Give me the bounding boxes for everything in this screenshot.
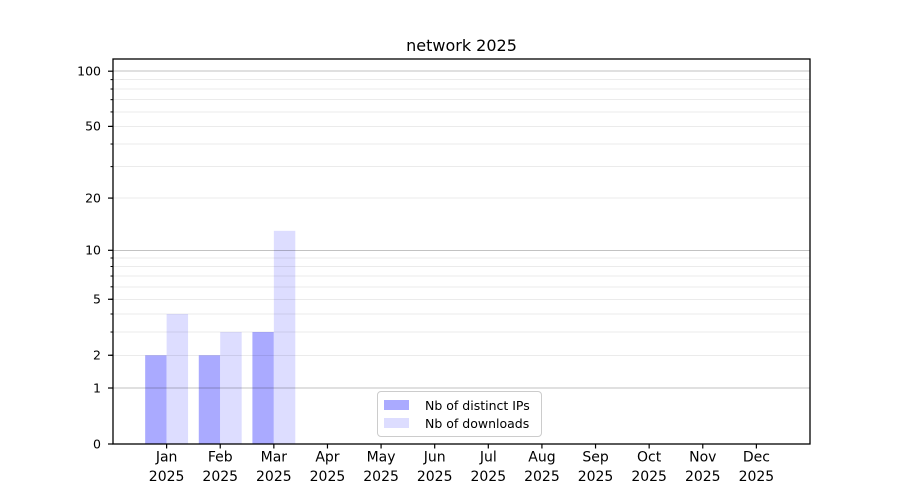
x-tick-label-month: Nov [689,450,716,466]
x-tick-label-month: Aug [528,450,555,466]
chart-title: network 2025 [406,36,517,55]
y-tick-label: 100 [77,63,101,78]
x-tick-label-year: 2025 [310,469,346,485]
bar-ips-feb [198,355,221,444]
x-tick-label-year: 2025 [578,469,614,485]
bar-downloads-feb [220,332,242,444]
legend-label-downloads: Nb of downloads [425,415,530,431]
x-tick-label-year: 2025 [685,469,721,485]
legend-item-downloads: Nb of downloads [378,414,541,432]
legend: Nb of distinct IPs Nb of downloads [377,391,542,437]
x-tick-label-month: Jul [479,450,497,466]
x-tick-label-month: Jun [423,450,446,466]
x-tick-label-month: Apr [315,450,339,466]
plot-border [112,58,811,445]
x-tick-label-month: Sep [582,450,609,466]
x-tick-label-year: 2025 [417,469,453,485]
x-tick-label-month: May [367,450,396,466]
y-tick-label: 2 [93,348,101,363]
x-tick-label-year: 2025 [631,469,667,485]
legend-swatch-distinct-ips-icon [384,400,409,410]
bar-downloads-mar [273,230,296,444]
bar-ips-mar [252,332,274,444]
y-tick-label: 5 [93,292,101,307]
x-tick-label-year: 2025 [149,469,185,485]
x-tick-label-year: 2025 [524,469,560,485]
x-tick-label-year: 2025 [363,469,399,485]
x-tick-label-year: 2025 [470,469,506,485]
legend-swatch-downloads-icon [384,418,409,428]
x-tick-label-year: 2025 [256,469,292,485]
x-tick-label-month: Feb [208,450,233,466]
y-tick-label: 0 [93,436,101,451]
bar-ips-jan [145,355,167,444]
x-tick-label-month: Dec [743,450,770,466]
y-tick-label: 1 [93,380,101,395]
legend-label-distinct-ips: Nb of distinct IPs [425,397,530,413]
legend-item-distinct-ips: Nb of distinct IPs [378,396,541,414]
x-tick-label-month: Oct [637,450,662,466]
x-tick-label-year: 2025 [202,469,238,485]
bar-downloads-jan [166,313,189,444]
y-tick-label: 20 [85,190,101,205]
x-tick-label-month: Jan [155,450,178,466]
x-tick-label-year: 2025 [739,469,775,485]
y-tick-label: 50 [85,119,101,134]
y-tick-label: 10 [85,243,101,258]
x-tick-label-month: Mar [261,450,288,466]
